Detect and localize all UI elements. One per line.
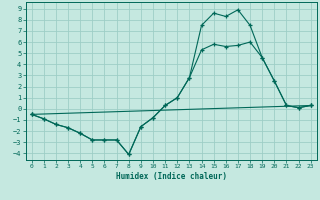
X-axis label: Humidex (Indice chaleur): Humidex (Indice chaleur) — [116, 172, 227, 181]
